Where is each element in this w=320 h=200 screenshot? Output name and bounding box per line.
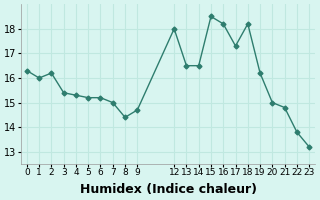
X-axis label: Humidex (Indice chaleur): Humidex (Indice chaleur) [79,183,257,196]
